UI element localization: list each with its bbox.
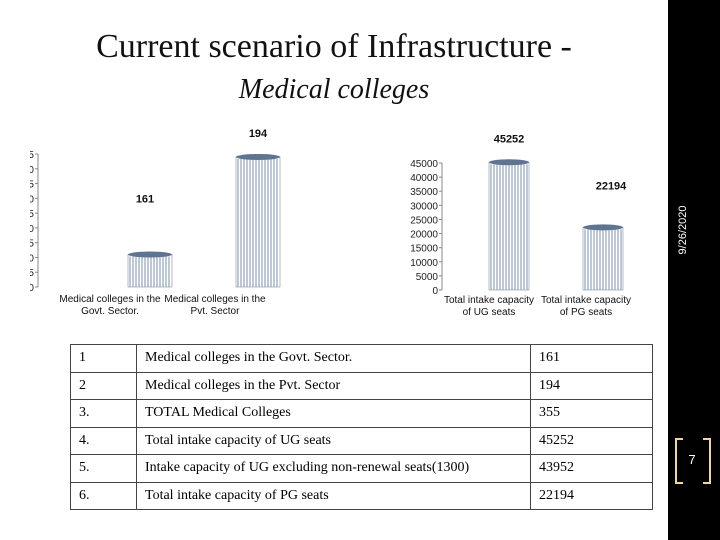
row-number: 1 [70, 344, 137, 373]
row-number: 6. [70, 481, 137, 510]
y-tick-label: 5000 [416, 272, 439, 283]
y-tick-label: 20000 [410, 230, 438, 241]
table-row: 1 Medical colleges in the Govt. Sector. 16… [70, 344, 653, 373]
data-label: 161 [136, 193, 154, 205]
row-value: 43952 [530, 454, 653, 483]
bar-cap [236, 153, 280, 160]
y-tick-label: 180 [30, 194, 34, 205]
bar-cap [128, 251, 172, 258]
x-category-label: Medical colleges in the Govt. Sector. [59, 294, 161, 317]
slide-title: Current scenario of Infrastructure - [96, 28, 572, 65]
bar [235, 153, 281, 288]
bar [582, 224, 624, 291]
y-tick-label: 10000 [410, 258, 438, 269]
row-item: Total intake capacity of PG seats [136, 481, 531, 510]
y-tick-label: 35000 [410, 187, 438, 198]
row-value: 161 [530, 344, 653, 373]
row-value: 45252 [530, 426, 653, 455]
y-tick-label: 155 [30, 268, 34, 279]
x-category-label: Total intake capacity of UG seats [444, 295, 534, 318]
bar-body [127, 254, 173, 288]
bar [127, 251, 173, 288]
bar [488, 159, 530, 291]
y-tick-label: 170 [30, 224, 34, 235]
intake-bar-chart: 0 5000 10000 15000 20000 25000 30000 35000 40000… [410, 133, 631, 318]
row-number: 3. [70, 399, 137, 428]
page-number-bracket-right [703, 438, 711, 484]
row-item: Medical colleges in the Govt. Sector. [136, 344, 531, 373]
table-row: 3. TOTAL Medical Colleges 355 [70, 399, 653, 428]
row-number: 5. [70, 454, 137, 483]
y-tick-label: 185 [30, 180, 34, 191]
row-value: 22194 [530, 481, 653, 510]
y-tick-label: 160 [30, 253, 34, 264]
y-tick-label: 45000 [410, 159, 438, 170]
y-tick-label: 175 [30, 209, 34, 220]
data-label: 22194 [596, 180, 627, 192]
data-label: 45252 [494, 133, 525, 145]
page-number: 7 [688, 452, 696, 467]
table-row: 4. Total intake capacity of UG seats 45252 [70, 426, 653, 455]
row-number: 4. [70, 426, 137, 455]
table-row: 6. Total intake capacity of PG seats 22194 [70, 481, 653, 510]
summary-table: 1 Medical colleges in the Govt. Sector. 16… [70, 344, 653, 510]
table-row: 5. Intake capacity of UG excluding non-re… [70, 454, 653, 483]
y-tick-label: 30000 [410, 201, 438, 212]
x-category-label: Total intake capacity of PG seats [541, 295, 631, 318]
colleges-bar-chart: 150 155 160 165 170 175 180 185 190 195 161 194 Medi… [30, 128, 281, 317]
row-item: Intake capacity of UG excluding non-rene… [136, 454, 531, 483]
y-tick-label: 25000 [410, 215, 438, 226]
row-item: TOTAL Medical Colleges [136, 399, 531, 428]
row-item: Medical colleges in the Pvt. Sector [136, 371, 531, 400]
bar-cap [489, 159, 529, 166]
y-tick-label: 195 [30, 150, 34, 161]
table-row: 2 Medical colleges in the Pvt. Sector 194 [70, 371, 653, 400]
y-tick-label: 15000 [410, 244, 438, 255]
slide-subtitle: Medical colleges [238, 74, 430, 105]
y-tick-label: 150 [30, 283, 34, 294]
row-value: 355 [530, 399, 653, 428]
bar-body [235, 156, 281, 288]
row-number: 2 [70, 371, 137, 400]
data-label: 194 [249, 128, 268, 140]
y-tick-label: 190 [30, 165, 34, 176]
row-value: 194 [530, 371, 653, 400]
page-number-bracket-left [675, 438, 683, 484]
y-tick-label: 40000 [410, 173, 438, 184]
y-tick-label: 0 [432, 286, 438, 297]
bar-cap [583, 224, 623, 231]
row-item: Total intake capacity of UG seats [136, 426, 531, 455]
x-category-label: Medical colleges in the Pvt. Sector [164, 294, 266, 317]
y-tick-label: 165 [30, 239, 34, 250]
